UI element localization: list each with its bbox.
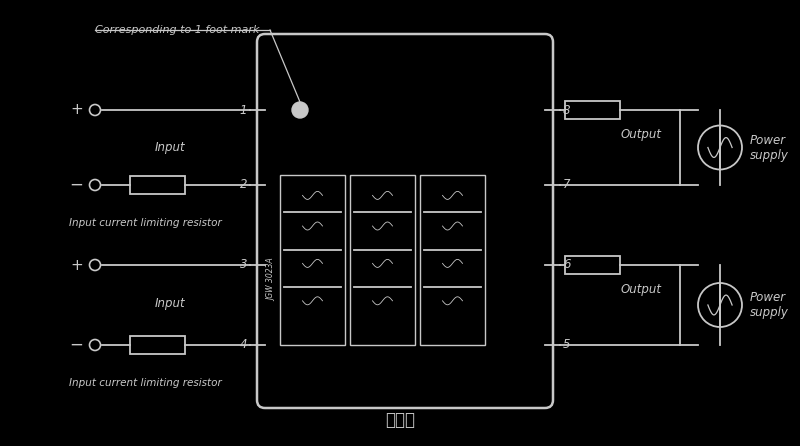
Text: 接线图: 接线图 bbox=[385, 411, 415, 429]
Text: Power
supply: Power supply bbox=[750, 133, 789, 161]
Text: 8: 8 bbox=[563, 103, 570, 116]
Text: Input current limiting resistor: Input current limiting resistor bbox=[69, 218, 222, 228]
Text: Output: Output bbox=[621, 283, 662, 296]
Circle shape bbox=[292, 102, 308, 118]
Text: 2: 2 bbox=[239, 178, 247, 191]
Text: Input: Input bbox=[154, 297, 186, 310]
Text: Output: Output bbox=[621, 128, 662, 141]
Text: 3: 3 bbox=[239, 259, 247, 272]
Text: −: − bbox=[69, 336, 83, 354]
Text: +: + bbox=[70, 103, 83, 117]
Text: 4: 4 bbox=[239, 339, 247, 351]
Text: +: + bbox=[70, 257, 83, 273]
Text: −: − bbox=[69, 176, 83, 194]
Text: Corresponding to 1 foot mark: Corresponding to 1 foot mark bbox=[95, 25, 259, 35]
Text: Input: Input bbox=[154, 141, 186, 154]
Bar bbox=[565, 101, 620, 119]
Bar bbox=[130, 336, 185, 354]
Bar bbox=[280, 175, 345, 345]
Bar bbox=[350, 175, 415, 345]
Text: 1: 1 bbox=[239, 103, 247, 116]
Text: Power
supply: Power supply bbox=[750, 291, 789, 319]
Text: JGW 3023A: JGW 3023A bbox=[267, 259, 277, 301]
Bar bbox=[565, 256, 620, 274]
Text: 7: 7 bbox=[563, 178, 570, 191]
Text: Input current limiting resistor: Input current limiting resistor bbox=[69, 378, 222, 388]
Bar bbox=[130, 176, 185, 194]
Text: 5: 5 bbox=[563, 339, 570, 351]
Bar bbox=[420, 175, 485, 345]
Text: 6: 6 bbox=[563, 259, 570, 272]
